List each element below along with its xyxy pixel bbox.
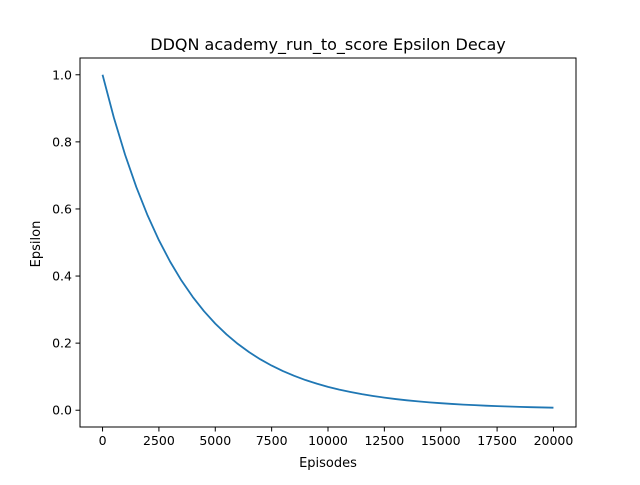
x-tick-label: 12500: [364, 433, 404, 448]
y-tick-label: 0.6: [52, 201, 72, 216]
plot-area: 0 2500 5000 7500 10000 12500 15000 17500 20000 0.…: [52, 57, 577, 448]
x-tick-label: 0: [99, 433, 107, 448]
x-tick-label: 2500: [143, 433, 175, 448]
y-axis-label: Epsilon: [29, 221, 44, 268]
x-tick-label: 20000: [534, 433, 574, 448]
x-tick-label: 10000: [308, 433, 348, 448]
chart-title: DDQN academy_run_to_score Epsilon Decay: [150, 35, 506, 55]
y-tick-label: 0.4: [52, 269, 72, 284]
x-tick-label: 7500: [256, 433, 288, 448]
y-tick-label: 0.0: [52, 403, 72, 418]
series-line-0: [101, 74, 554, 409]
y-tick-label: 0.2: [52, 336, 72, 351]
x-tick-label: 5000: [199, 433, 231, 448]
x-axis-label: Episodes: [299, 456, 357, 471]
y-tick-label: 0.8: [52, 134, 72, 149]
x-tick-label: 15000: [421, 433, 461, 448]
y-tick-label: 1.0: [52, 67, 72, 82]
x-tick-label: 17500: [477, 433, 517, 448]
